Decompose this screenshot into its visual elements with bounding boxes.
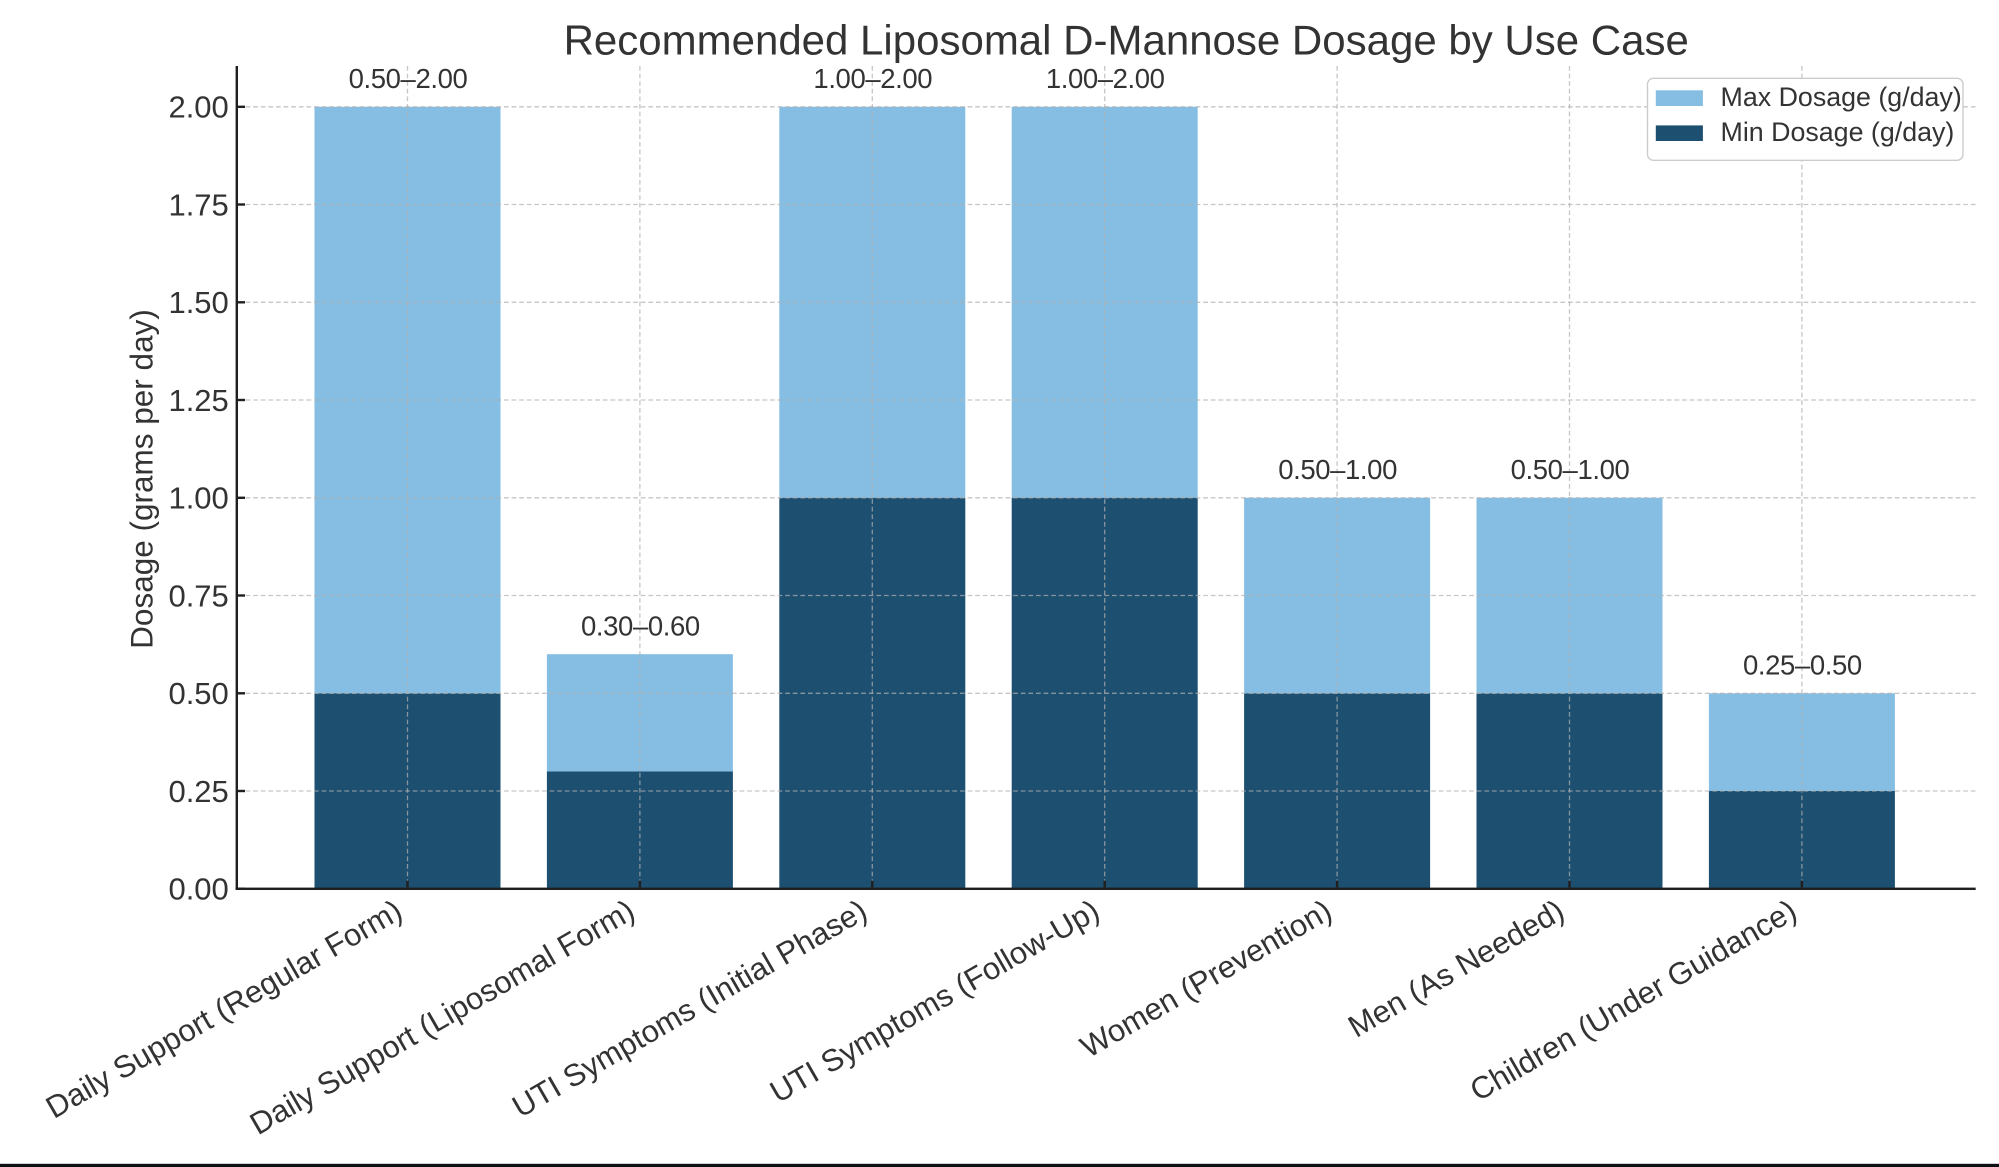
svg-text:0.25–0.50: 0.25–0.50 <box>1743 650 1862 681</box>
svg-text:1.25: 1.25 <box>168 383 228 418</box>
svg-text:0.00: 0.00 <box>168 872 228 907</box>
svg-text:1.50: 1.50 <box>168 285 228 320</box>
svg-text:Dosage (grams per day): Dosage (grams per day) <box>124 309 160 649</box>
svg-text:1.00–2.00: 1.00–2.00 <box>813 63 932 94</box>
svg-text:0.50–1.00: 0.50–1.00 <box>1278 454 1397 485</box>
svg-text:Recommended Liposomal D-Mannos: Recommended Liposomal D-Mannose Dosage b… <box>564 17 1689 64</box>
svg-text:0.50–1.00: 0.50–1.00 <box>1511 454 1630 485</box>
svg-text:0.75: 0.75 <box>168 578 228 613</box>
svg-text:1.75: 1.75 <box>168 187 228 222</box>
svg-text:2.00: 2.00 <box>168 90 228 125</box>
svg-text:Min Dosage (g/day): Min Dosage (g/day) <box>1721 117 1955 147</box>
svg-text:1.00–2.00: 1.00–2.00 <box>1046 63 1165 94</box>
svg-text:0.30–0.60: 0.30–0.60 <box>581 610 700 641</box>
svg-text:0.50–2.00: 0.50–2.00 <box>349 63 468 94</box>
svg-text:Max Dosage (g/day): Max Dosage (g/day) <box>1721 82 1962 112</box>
svg-text:1.00: 1.00 <box>168 481 228 516</box>
svg-text:0.25: 0.25 <box>168 774 228 809</box>
svg-text:0.50: 0.50 <box>168 676 228 711</box>
